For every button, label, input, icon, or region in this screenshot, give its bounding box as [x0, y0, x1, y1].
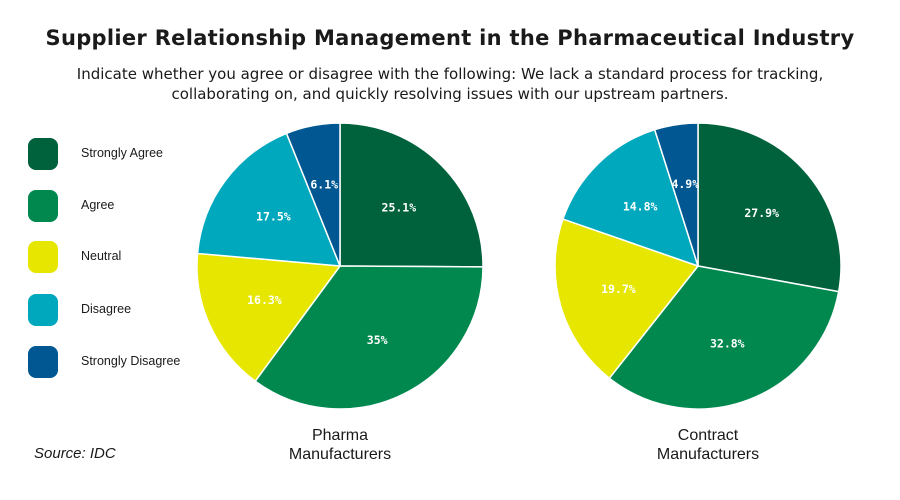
legend-label: Disagree [81, 302, 132, 316]
pie-1: 27.9% 32.8% 19.7% 14.8% 4.9% [554, 122, 842, 410]
pie-slice-agree [254, 265, 484, 410]
legend-item-strongly-agree: Strongly Agree [28, 138, 208, 170]
slice-label: 27.9% [744, 206, 779, 220]
pie-slice-strongly-disagree [285, 122, 341, 267]
legend-item-strongly-disagree: Strongly Disagree [28, 346, 208, 378]
slice-label: 32.8% [710, 337, 745, 351]
pie-slice-agree [608, 265, 840, 410]
pie-slice-strongly-agree [339, 122, 484, 268]
slice-label: 35% [367, 333, 388, 347]
slice-label: 25.1% [382, 201, 417, 215]
pie-slice-disagree [196, 132, 342, 267]
legend-item-agree: Agree [28, 190, 208, 222]
legend-label: Strongly Disagree [81, 354, 181, 368]
slice-label: 19.7% [601, 282, 636, 296]
legend-label: Agree [81, 198, 115, 212]
legend-swatch-disagree [28, 294, 58, 326]
pie-caption-text: Pharma Manufacturers [288, 427, 392, 463]
pie-slice-strongly-agree [697, 122, 842, 293]
legend-swatch-neutral [28, 241, 58, 273]
legend-swatch-agree [28, 190, 58, 222]
legend-swatch-strongly-agree [28, 138, 58, 170]
pie-slice-neutral [554, 218, 700, 380]
slice-label: 16.3% [247, 293, 282, 307]
pie-0: 25.1% 35% 16.3% 17.5% 6.1% [196, 122, 484, 410]
pie-caption-text: Contract Manufacturers [656, 427, 760, 463]
legend-label: Strongly Agree [81, 146, 163, 160]
pie-slice-strongly-disagree [653, 122, 699, 267]
slice-label: 17.5% [256, 210, 291, 224]
chart-title: Supplier Relationship Management in the … [45, 26, 855, 50]
chart-subtitle: Indicate whether you agree or disagree w… [76, 65, 824, 103]
pie-slice-disagree [561, 128, 700, 268]
pie-caption-pharma: Pharma Manufacturers [230, 426, 450, 464]
pie-slice-neutral [196, 252, 342, 383]
slice-label: 6.1% [310, 178, 338, 192]
slice-label: 4.9% [671, 177, 699, 191]
source-note: Source: IDC [34, 445, 116, 462]
pie-caption-contract: Contract Manufacturers [598, 426, 818, 464]
legend-item-neutral: Neutral [28, 241, 208, 273]
legend-swatch-strongly-disagree [28, 346, 58, 378]
legend-item-disagree: Disagree [28, 294, 208, 326]
legend-label: Neutral [81, 249, 122, 263]
slice-label: 14.8% [623, 200, 658, 214]
